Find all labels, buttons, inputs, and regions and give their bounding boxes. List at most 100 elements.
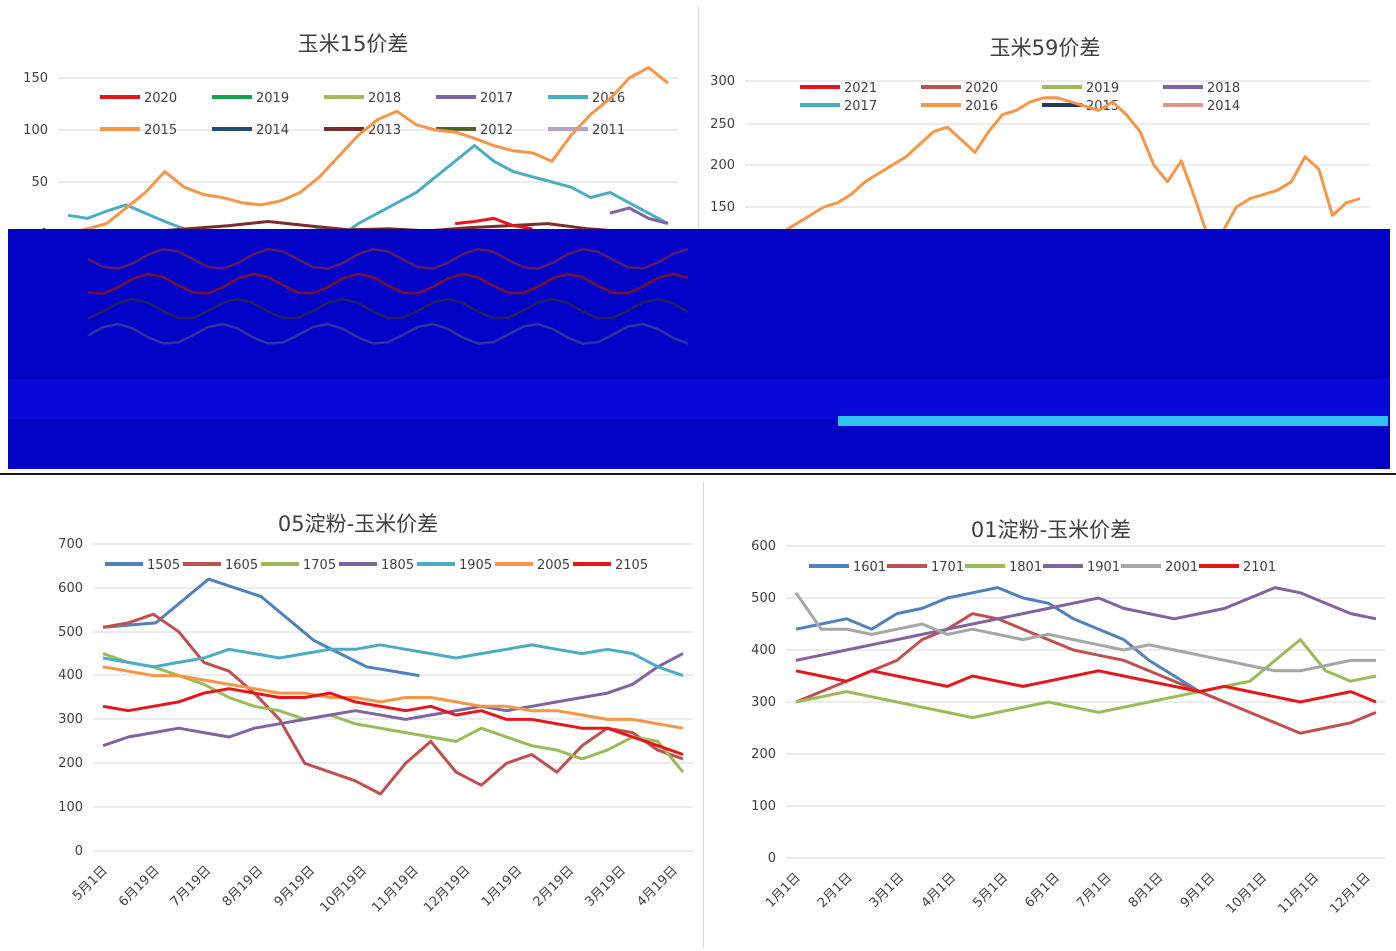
chart-panel-c3: 05淀粉-玉米价差 700 600 500 400 300 200 100 0 1505 1605… [13, 488, 703, 948]
x-tick-label: 2月19日 [531, 863, 578, 910]
legend-label: 2014 [1207, 99, 1240, 114]
x-tick-label: 8月19日 [220, 863, 267, 910]
chart-panel-c4: 01淀粉-玉米价差 600 500 400 300 200 100 0 1601 1701 180… [706, 488, 1396, 948]
y-tick-label: 400 [58, 668, 83, 683]
legend-label: 2020 [144, 91, 177, 106]
legend-label: 2019 [256, 91, 289, 106]
glitch-block [838, 416, 1388, 426]
legend-label: 1805 [381, 558, 414, 573]
series-line-1901 [795, 586, 1377, 662]
y-tick-label: 200 [751, 747, 776, 762]
glitch-line [87, 297, 689, 320]
glitch-lines [8, 247, 1390, 426]
legend-label: 1601 [853, 560, 886, 575]
series-line-1801 [795, 638, 1377, 720]
legend-label: 1801 [1009, 560, 1042, 575]
y-tick-label: 300 [751, 695, 776, 710]
x-tick-label: 7月1日 [1074, 870, 1115, 911]
series-line-1505 [102, 577, 420, 678]
legend-label: 2017 [480, 91, 513, 106]
y-tick-label: 300 [58, 712, 83, 727]
y-tick-label: 150 [23, 71, 48, 86]
x-tick-label: 6月19日 [116, 863, 163, 910]
legend-label: 2012 [480, 123, 513, 138]
panel-border [698, 6, 699, 246]
x-tick-label: 11月1日 [1275, 870, 1322, 917]
series-line-2016 [67, 144, 669, 243]
x-tick-label: 12月1日 [1327, 870, 1374, 917]
legend-label: 1705 [303, 558, 336, 573]
legend-label: 2001 [1165, 560, 1198, 575]
chart-title: 玉米59价差 [989, 36, 1101, 60]
chart-svg-c1: 1501005002020201920182017201620152014201… [23, 66, 678, 243]
y-tick-label: 700 [58, 537, 83, 552]
x-tick-label: 3月1日 [867, 870, 908, 911]
glitch-line [87, 272, 689, 295]
series-line-2017 [609, 206, 669, 226]
x-tick-label: 9月19日 [272, 863, 319, 910]
series-line-2001 [794, 591, 1376, 673]
legend-label: 2013 [368, 123, 401, 138]
legend-label: 2018 [368, 91, 401, 106]
x-tick-label: 12月19日 [421, 863, 473, 915]
glitch-line [87, 322, 689, 345]
legend-label: 1905 [459, 558, 492, 573]
legend-label: 2016 [965, 99, 998, 114]
series-line-2020 [454, 216, 533, 231]
panel-border [703, 482, 704, 948]
y-tick-label: 200 [710, 158, 735, 173]
y-tick-label: 500 [751, 591, 776, 606]
legend-label: 2011 [592, 123, 625, 138]
glitch-block [8, 379, 1390, 419]
y-tick-label: 500 [58, 625, 83, 640]
chart-svg-c4: 600 500 400 300 200 100 0 1601 1701 1801 1901 2001 2… [751, 539, 1386, 917]
y-tick-label: 100 [751, 799, 776, 814]
chart-title: 玉米15价差 [297, 32, 409, 56]
x-tick-label: 8月1日 [1126, 870, 1167, 911]
series-line-1905 [102, 643, 684, 678]
legend-label: 2105 [615, 558, 648, 573]
y-tick-label: 600 [58, 581, 83, 596]
y-tick-label: 250 [710, 117, 735, 132]
legend-label: 2017 [844, 99, 877, 114]
series-line-2016 [781, 96, 1361, 231]
legend-label: 1901 [1087, 560, 1120, 575]
legend-label: 2021 [844, 81, 877, 96]
y-tick-label: 600 [751, 539, 776, 554]
legend-label: 2005 [537, 558, 570, 573]
x-tick-label: 5月1日 [970, 870, 1011, 911]
chart-panel-c2: 玉米59价差 300 250 200 150 2021 2020 2019 2018 2017 2… [700, 6, 1390, 231]
glitch-line [87, 247, 689, 270]
series-line-1701 [795, 612, 1377, 735]
series-line-1601 [795, 586, 1226, 704]
x-tick-label: 7月19日 [168, 863, 215, 910]
y-tick-label: 150 [710, 200, 735, 215]
x-tick-label: 5月1日 [70, 863, 111, 904]
series-line-2101 [795, 669, 1377, 704]
legend-label: 2015 [144, 123, 177, 138]
y-tick-label: 300 [710, 74, 735, 89]
glitch-band-top [8, 229, 1390, 469]
x-tick-label: 10月1日 [1224, 870, 1271, 917]
legend-label: 1605 [225, 558, 258, 573]
legend-label: 2019 [1086, 81, 1119, 96]
chart-title: 01淀粉-玉米价差 [970, 518, 1132, 542]
legend-label: 2101 [1243, 560, 1276, 575]
legend-label: 1701 [931, 560, 964, 575]
x-tick-label: 3月19日 [582, 863, 629, 910]
section-separator [0, 473, 1396, 475]
chart-panel-c1: 玉米15价差 150100500202020192018201720162015… [8, 6, 698, 246]
x-tick-label: 11月19日 [369, 863, 421, 915]
y-tick-label: 100 [58, 800, 83, 815]
x-tick-label: 4月19日 [634, 863, 681, 910]
legend-label: 2018 [1207, 81, 1240, 96]
legend-label: 1505 [147, 558, 180, 573]
series-line-1605 [102, 612, 684, 796]
y-tick-label: 0 [768, 851, 776, 866]
y-tick-label: 50 [31, 175, 48, 190]
x-tick-label: 1月1日 [763, 870, 804, 911]
y-tick-label: 0 [75, 844, 83, 859]
x-tick-label: 10月19日 [318, 863, 370, 915]
series-line-1705 [102, 652, 685, 774]
